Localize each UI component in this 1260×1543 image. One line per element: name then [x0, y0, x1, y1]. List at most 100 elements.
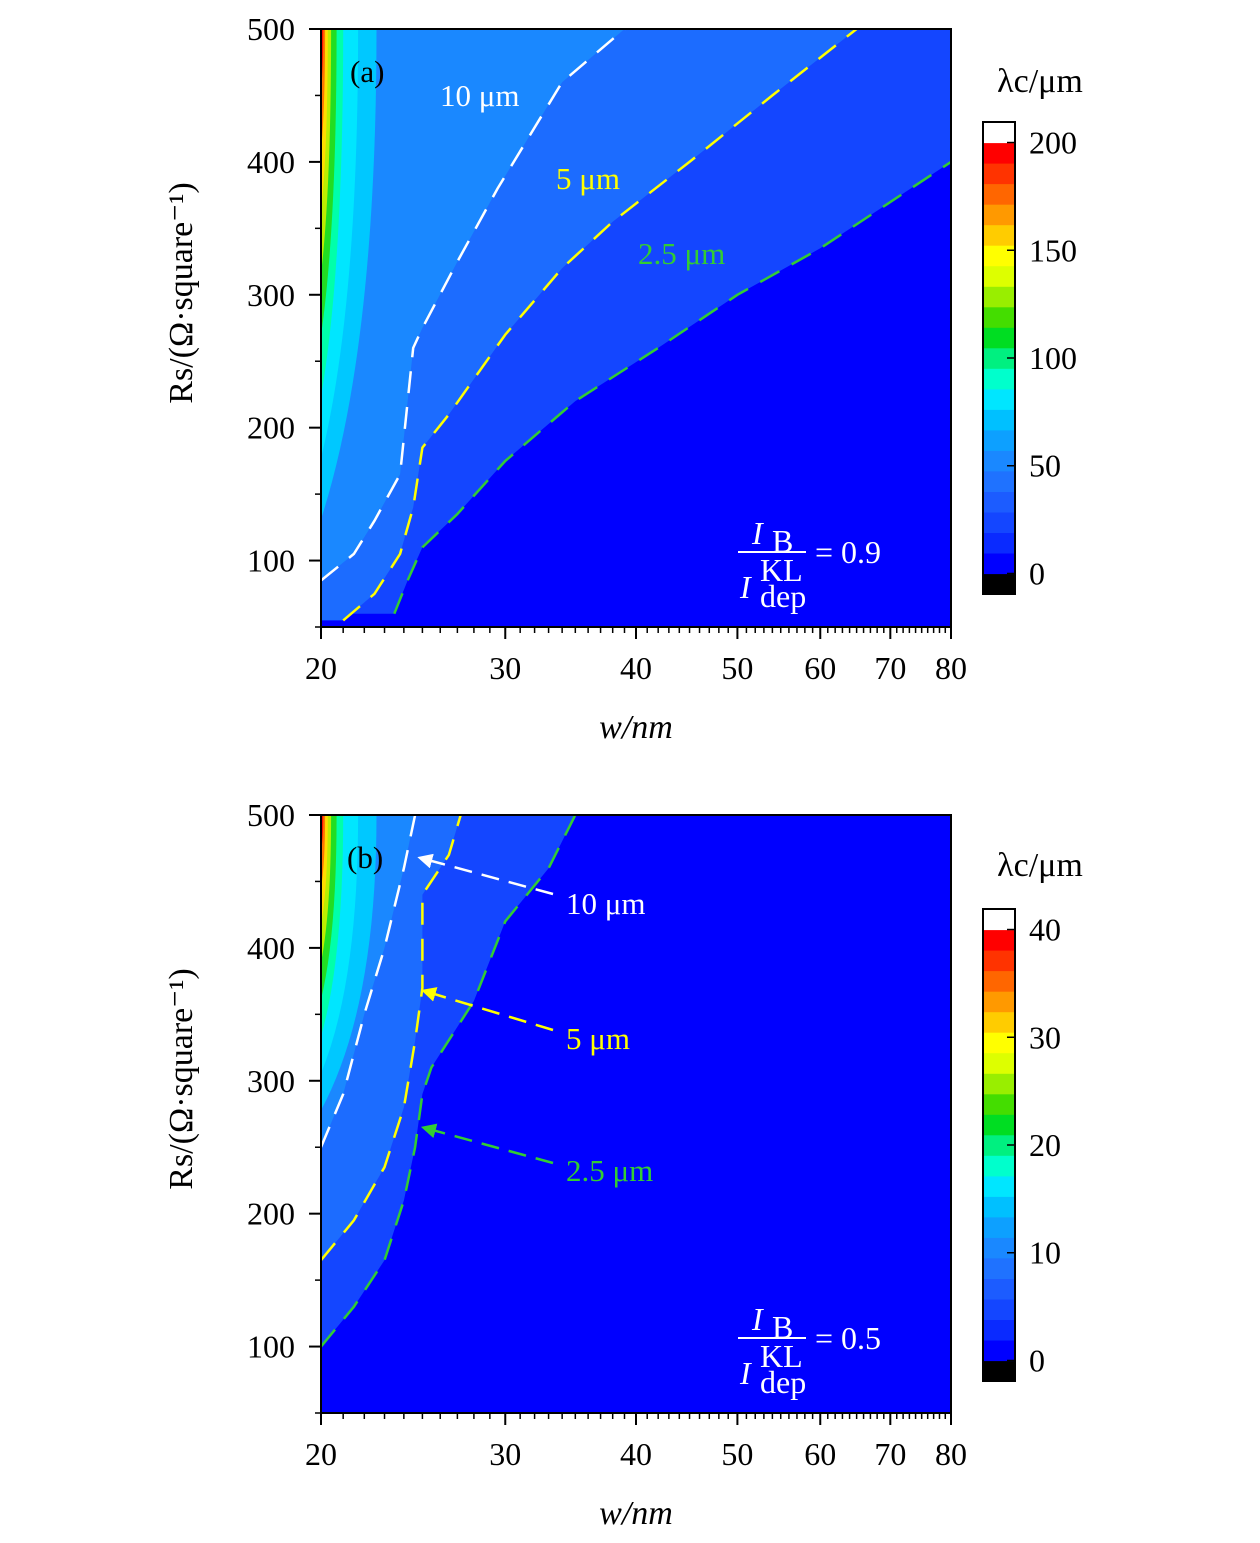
colorbar-swatch-11-b: [983, 1134, 1015, 1156]
plot-area-a: [321, 29, 951, 627]
parameter-ratio-a: I B I KL dep = 0.9: [738, 515, 881, 614]
x-tick-label-80-b: 80: [935, 1436, 967, 1472]
colorbar-tick-label-0-b: 0: [1029, 1342, 1045, 1378]
y-tick-label-400-a: 400: [247, 144, 295, 180]
colorbar-tick-label-20-b: 20: [1029, 1127, 1061, 1163]
colorbar-swatch-18-b: [983, 991, 1015, 1013]
colorbar-swatch-0-a: [983, 573, 1015, 595]
colorbar-a: 0 50 100 150 200: [982, 121, 1077, 595]
plot-area-b: [321, 815, 951, 1413]
ratio-denominator-sup-b: KL: [760, 1338, 803, 1374]
colorbar-title-a: λc/μm: [997, 63, 1083, 100]
ratio-denominator-sup-a: KL: [760, 552, 803, 588]
contour-line-5um-a: [342, 28, 858, 622]
x-tick-label-50-b: 50: [721, 1436, 753, 1472]
colorbar-swatch-1-b: [983, 1340, 1015, 1362]
ratio-numerator-a: I: [751, 515, 764, 551]
contour-label-2p5um-a: 2.5 μm: [638, 236, 725, 271]
x-tick-label-50-a: 50: [721, 650, 753, 686]
y-tick-label-100-a: 100: [247, 543, 295, 579]
ratio-denominator-a: I: [739, 569, 752, 605]
colorbar-swatch-15-b: [983, 1052, 1015, 1074]
x-tick-label-30-b: 30: [489, 1436, 521, 1472]
x-tick-label-40-b: 40: [620, 1436, 652, 1472]
colorbar-tick-label-200-a: 200: [1029, 125, 1077, 161]
contour-label-10um-b: 10 μm: [566, 886, 645, 921]
colorbar-tick-label-100-a: 100: [1029, 340, 1077, 376]
y-tick-label-200-b: 200: [247, 1196, 295, 1232]
ratio-value-b: = 0.5: [815, 1320, 881, 1356]
colorbar-swatch-3-a: [983, 511, 1015, 533]
ratio-denominator-sub-b: dep: [760, 1364, 806, 1400]
colorbar-swatch-17-a: [983, 224, 1015, 246]
colorbar-swatch-16-b: [983, 1032, 1015, 1054]
colorbar-swatch-18-a: [983, 204, 1015, 226]
annotation-arrow-0-b: [417, 853, 554, 896]
colorbar-swatch-19-b: [983, 970, 1015, 992]
y-tick-label-300-a: 300: [247, 277, 295, 313]
colorbar-swatch-12-a: [983, 327, 1015, 349]
x-tick-label-60-a: 60: [804, 650, 836, 686]
colorbar-swatch-5-a: [983, 470, 1015, 492]
annotation-arrow-1-b: [420, 987, 554, 1032]
x-tick-label-80-a: 80: [935, 650, 967, 686]
x-tick-label-70-a: 70: [874, 650, 906, 686]
colorbar-swatch-9-a: [983, 388, 1015, 410]
colorbar-swatch-2-b: [983, 1319, 1015, 1341]
colorbar-swatch-14-b: [983, 1073, 1015, 1095]
x-tick-label-60-b: 60: [804, 1436, 836, 1472]
contour-label-10um-a: 10 μm: [440, 78, 519, 113]
colorbar-swatch-22-a: [983, 122, 1015, 144]
ratio-denominator-sub-a: dep: [760, 578, 806, 614]
x-tick-label-20-b: 20: [305, 1436, 337, 1472]
x-tick-label-30-a: 30: [489, 650, 521, 686]
ratio-value-a: = 0.9: [815, 534, 881, 570]
y-tick-label-500-b: 500: [247, 797, 295, 833]
contour-label-5um-b: 5 μm: [566, 1021, 630, 1056]
contour-label-2p5um-b: 2.5 μm: [566, 1153, 653, 1188]
colorbar-tick-label-10-b: 10: [1029, 1235, 1061, 1271]
contour-line-2p5um-a: [393, 160, 952, 615]
colorbar-swatch-8-b: [983, 1196, 1015, 1218]
colorbar-swatch-20-a: [983, 163, 1015, 185]
colorbar-tick-label-40-b: 40: [1029, 912, 1061, 948]
colorbar-swatch-6-a: [983, 450, 1015, 472]
colorbar-swatch-6-b: [983, 1237, 1015, 1259]
colorbar-tick-label-30-b: 30: [1029, 1019, 1061, 1055]
colorbar-swatch-11-a: [983, 347, 1015, 369]
parameter-ratio-b: I B I KL dep = 0.5: [738, 1301, 881, 1400]
colorbar-swatch-10-b: [983, 1155, 1015, 1177]
ratio-numerator-b: I: [751, 1301, 764, 1337]
colorbar-swatch-1-a: [983, 553, 1015, 575]
colorbar-swatch-2-a: [983, 532, 1015, 554]
axes-b: 20 30 40 50 60 70 80 100 200 300 400 500: [247, 797, 967, 1472]
colorbar-swatch-13-b: [983, 1093, 1015, 1115]
contours-b: [319, 814, 577, 1348]
annotation-arrow-2-b: [420, 1123, 554, 1165]
colorbar-swatch-0-b: [983, 1360, 1015, 1382]
y-tick-label-200-a: 200: [247, 410, 295, 446]
colorbar-title-b: λc/μm: [997, 847, 1083, 884]
colorbar-swatch-13-a: [983, 306, 1015, 328]
colorbar-swatch-12-b: [983, 1114, 1015, 1136]
ratio-denominator-b: I: [739, 1355, 752, 1391]
y-axis-title-b: Rs/(Ω·square⁻¹): [163, 968, 200, 1189]
colorbar-swatch-7-b: [983, 1216, 1015, 1238]
colorbar-b: 0 10 20 30 40: [982, 908, 1061, 1382]
colorbar-tick-label-150-a: 150: [1029, 232, 1077, 268]
axes-a: 20 30 40 50 60 70 80 100 200 300 400 500: [247, 11, 967, 686]
contour-line-2p5um-b: [320, 814, 577, 1348]
contour-line-10um-b: [319, 814, 417, 1148]
y-tick-label-300-b: 300: [247, 1063, 295, 1099]
colorbar-swatch-4-b: [983, 1278, 1015, 1300]
colorbar-swatch-4-a: [983, 491, 1015, 513]
y-tick-label-100-b: 100: [247, 1329, 295, 1365]
y-tick-label-400-b: 400: [247, 930, 295, 966]
ratio-numerator-sub-b: B: [772, 1309, 793, 1345]
x-tick-label-40-a: 40: [620, 650, 652, 686]
annotation-arrows-b: [417, 853, 554, 1165]
colorbar-swatch-7-a: [983, 429, 1015, 451]
